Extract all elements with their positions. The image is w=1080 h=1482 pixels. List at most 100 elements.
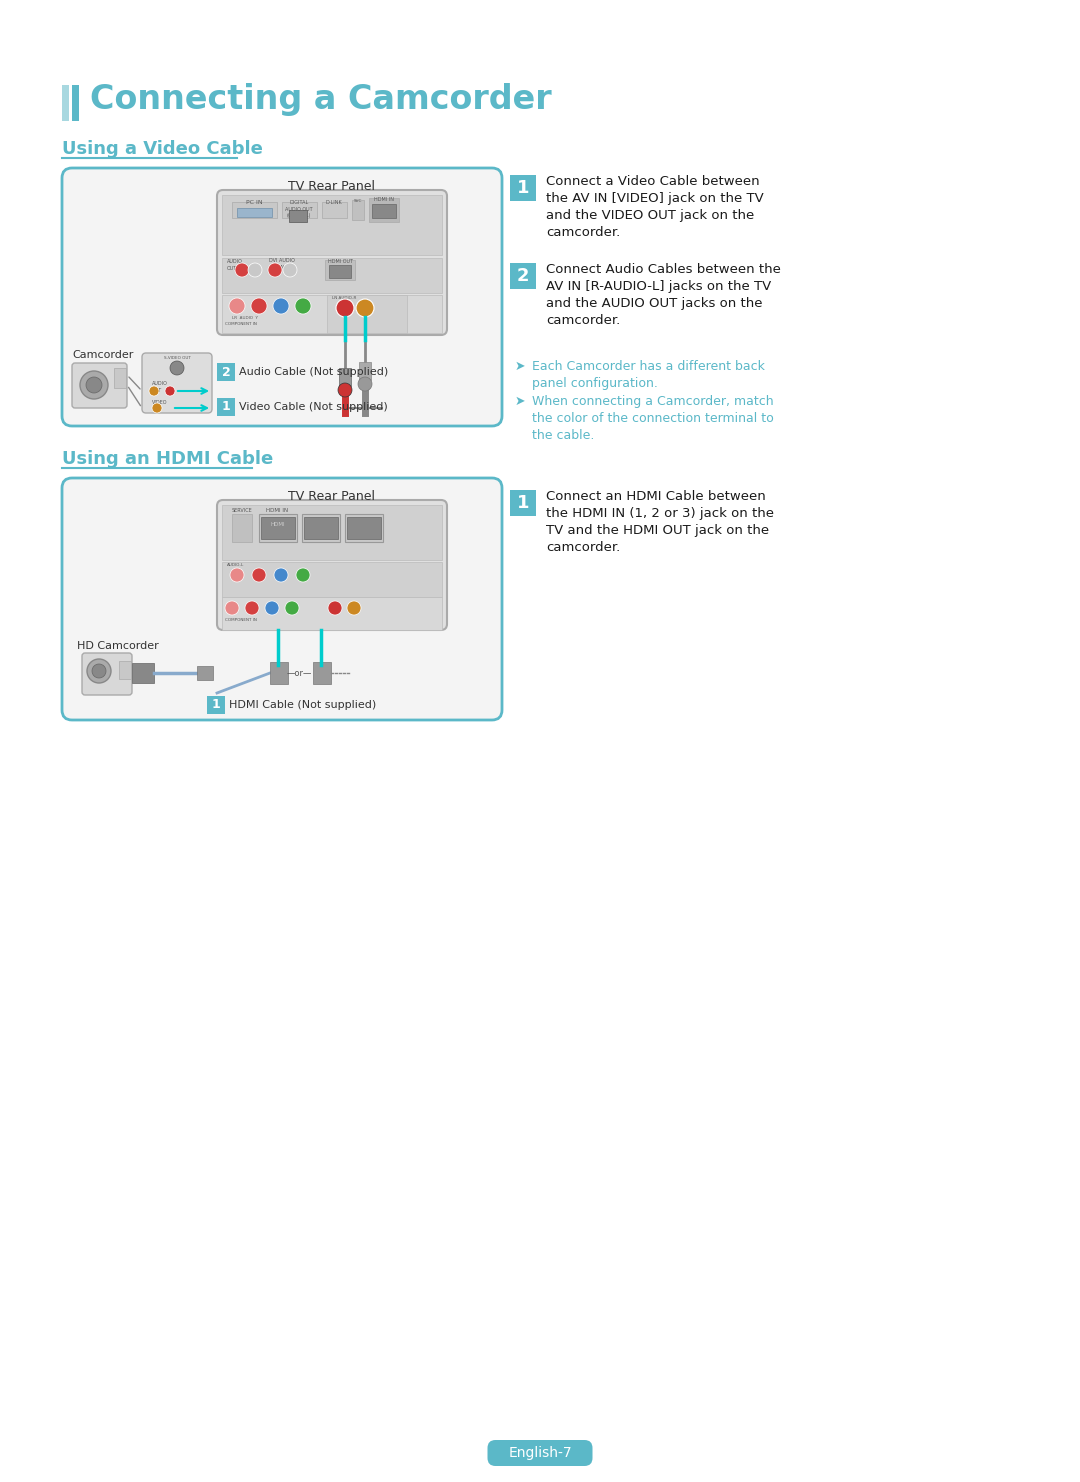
Text: HDMI: HDMI <box>271 523 285 528</box>
Circle shape <box>268 262 282 277</box>
Circle shape <box>336 299 354 317</box>
Bar <box>339 368 351 385</box>
Text: HDMI OUT: HDMI OUT <box>327 259 352 264</box>
Text: When connecting a Camcorder, match
the color of the connection terminal to
the c: When connecting a Camcorder, match the c… <box>532 396 773 442</box>
Bar <box>270 662 288 685</box>
Circle shape <box>356 299 374 317</box>
Bar <box>222 562 442 597</box>
Bar <box>345 514 383 542</box>
Bar <box>114 368 126 388</box>
Circle shape <box>152 403 162 413</box>
FancyBboxPatch shape <box>141 353 212 413</box>
Bar <box>132 662 154 683</box>
Circle shape <box>225 602 239 615</box>
Circle shape <box>230 568 244 582</box>
Circle shape <box>87 659 111 683</box>
Text: AUDIO
OUT: AUDIO OUT <box>152 381 167 393</box>
Bar <box>222 295 442 333</box>
Text: D-LINK: D-LINK <box>326 200 342 205</box>
Text: COMPONENT IN: COMPONENT IN <box>225 322 257 326</box>
Circle shape <box>347 602 361 615</box>
Bar <box>510 491 536 516</box>
Circle shape <box>92 664 106 677</box>
Text: DVI AUDIO
IN: DVI AUDIO IN <box>269 258 295 270</box>
Circle shape <box>170 362 184 375</box>
Text: Using a Video Cable: Using a Video Cable <box>62 139 262 159</box>
Bar <box>303 517 338 539</box>
Text: English-7: English-7 <box>509 1446 571 1460</box>
Text: 2: 2 <box>516 267 529 285</box>
Bar <box>329 265 351 279</box>
Text: PC IN: PC IN <box>245 200 262 205</box>
Circle shape <box>248 262 262 277</box>
FancyBboxPatch shape <box>62 479 502 720</box>
Circle shape <box>235 262 249 277</box>
Bar <box>232 202 276 218</box>
Bar <box>322 202 347 218</box>
Text: HD Camcorder: HD Camcorder <box>77 642 159 651</box>
Bar <box>372 205 396 218</box>
Text: Connect an HDMI Cable between
the HDMI IN (1, 2 or 3) jack on the
TV and the HDM: Connect an HDMI Cable between the HDMI I… <box>546 491 774 554</box>
FancyBboxPatch shape <box>82 654 132 695</box>
Text: Using an HDMI Cable: Using an HDMI Cable <box>62 451 273 468</box>
Text: HDMI IN: HDMI IN <box>266 508 288 513</box>
Circle shape <box>252 568 266 582</box>
Text: SVC: SVC <box>354 199 362 203</box>
Text: Connecting a Camcorder: Connecting a Camcorder <box>90 83 552 116</box>
Circle shape <box>338 382 352 397</box>
Circle shape <box>265 602 279 615</box>
Text: Connect a Video Cable between
the AV IN [VIDEO] jack on the TV
and the VIDEO OUT: Connect a Video Cable between the AV IN … <box>546 175 764 239</box>
Bar <box>217 363 235 381</box>
Bar <box>222 258 442 293</box>
Circle shape <box>295 298 311 314</box>
Text: DIGITAL
AUDIO OUT
(OPTICAL): DIGITAL AUDIO OUT (OPTICAL) <box>285 200 313 218</box>
Circle shape <box>251 298 267 314</box>
Text: VIDEO
OUT: VIDEO OUT <box>152 400 167 412</box>
Text: SERVICE: SERVICE <box>232 508 253 513</box>
Text: Each Camcorder has a different back
panel configuration.: Each Camcorder has a different back pane… <box>532 360 765 390</box>
Circle shape <box>80 370 108 399</box>
Bar <box>510 175 536 202</box>
Bar <box>72 84 79 122</box>
Text: AUDIO-L: AUDIO-L <box>227 563 244 568</box>
Bar <box>510 262 536 289</box>
Bar <box>327 295 407 333</box>
Text: LR  AUDIO  Y: LR AUDIO Y <box>232 316 258 320</box>
Bar <box>347 517 381 539</box>
Text: ➤: ➤ <box>515 360 526 373</box>
Text: TV Rear Panel: TV Rear Panel <box>288 179 376 193</box>
Text: LN AUDIO-R: LN AUDIO-R <box>332 296 356 299</box>
FancyBboxPatch shape <box>217 499 447 630</box>
Bar <box>261 517 295 539</box>
Bar <box>222 196 442 255</box>
Bar <box>197 665 213 680</box>
Circle shape <box>274 568 288 582</box>
Bar <box>282 202 318 218</box>
Bar <box>369 199 399 222</box>
Text: S-VIDEO OUT: S-VIDEO OUT <box>163 356 190 360</box>
Text: Connect Audio Cables between the
AV IN [R-AUDIO-L] jacks on the TV
and the AUDIO: Connect Audio Cables between the AV IN [… <box>546 262 781 328</box>
Bar <box>222 505 442 560</box>
Text: ➤: ➤ <box>515 396 526 408</box>
Bar <box>232 514 252 542</box>
Bar <box>313 662 330 685</box>
Circle shape <box>149 385 159 396</box>
Bar <box>302 514 340 542</box>
Bar <box>222 597 442 630</box>
FancyBboxPatch shape <box>72 363 127 408</box>
Text: Video Cable (Not supplied): Video Cable (Not supplied) <box>239 402 388 412</box>
Text: —or—: —or— <box>287 670 312 679</box>
Circle shape <box>245 602 259 615</box>
Text: COMPONENT IN: COMPONENT IN <box>225 618 257 622</box>
Text: 2: 2 <box>221 366 230 378</box>
Text: 1: 1 <box>516 494 529 511</box>
Circle shape <box>86 376 102 393</box>
FancyBboxPatch shape <box>487 1441 593 1466</box>
Text: Audio Cable (Not supplied): Audio Cable (Not supplied) <box>239 368 388 376</box>
Text: TV Rear Panel: TV Rear Panel <box>288 491 376 502</box>
Bar <box>359 362 372 379</box>
Circle shape <box>229 298 245 314</box>
Text: 1: 1 <box>221 400 230 413</box>
Bar <box>352 200 364 219</box>
Circle shape <box>328 602 342 615</box>
